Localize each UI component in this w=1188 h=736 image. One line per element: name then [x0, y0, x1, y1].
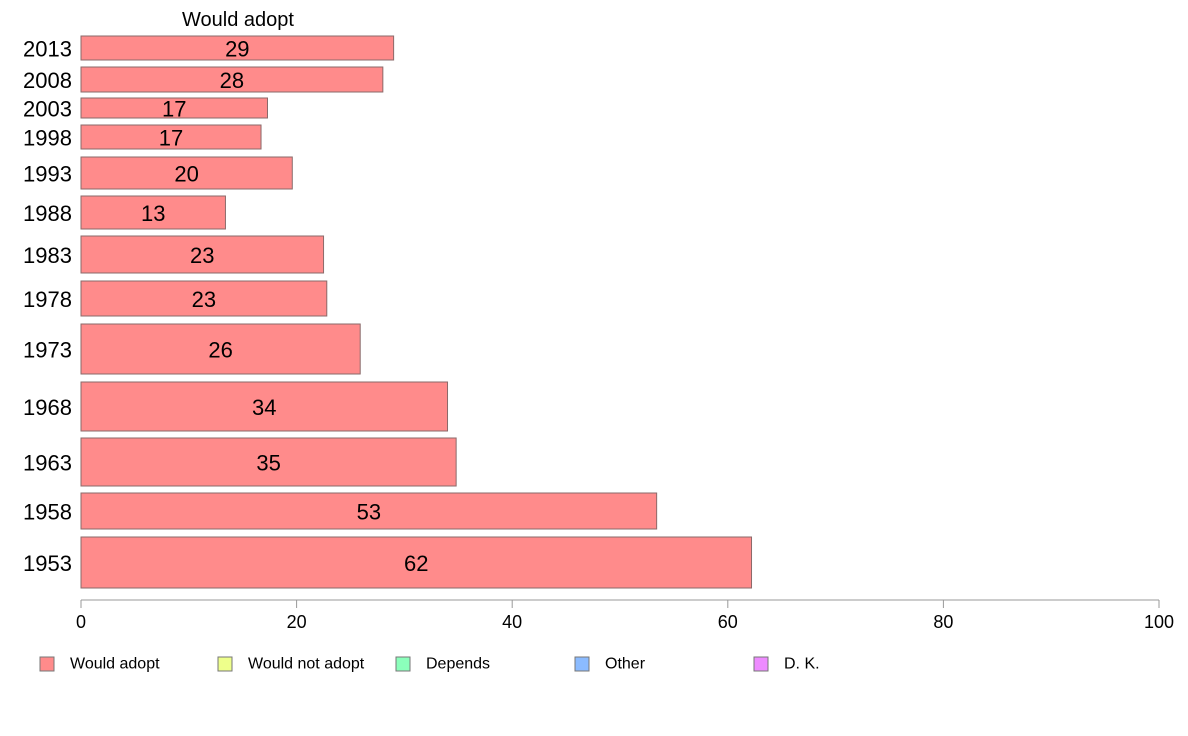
bar-value-label-1968: 34 — [252, 395, 276, 420]
bar-value-label-1993: 20 — [174, 162, 198, 187]
x-tick-label-60: 60 — [718, 612, 738, 632]
bar-value-label-2003: 17 — [162, 97, 186, 122]
x-tick-label-40: 40 — [502, 612, 522, 632]
category-label-1988: 1988 — [23, 201, 72, 226]
category-label-1993: 1993 — [23, 162, 72, 187]
bar-value-label-1978: 23 — [192, 287, 216, 312]
bar-1993 — [80, 156, 293, 190]
panel-title: Would adopt — [182, 9, 294, 31]
bar-value-label-1958: 53 — [357, 500, 381, 525]
bar-value-label-1953: 62 — [404, 551, 428, 576]
category-label-1953: 1953 — [23, 551, 72, 576]
category-label-2013: 2013 — [23, 37, 72, 62]
category-label-1973: 1973 — [23, 338, 72, 363]
x-tick-label-0: 0 — [76, 612, 86, 632]
bar-1958 — [80, 492, 658, 530]
bar-1953 — [80, 536, 753, 589]
bar-value-label-2013: 29 — [225, 37, 249, 62]
category-label-1963: 1963 — [23, 451, 72, 476]
bar-value-label-2008: 28 — [220, 68, 244, 93]
bar-2013 — [80, 35, 395, 61]
legend-swatch-0 — [39, 656, 55, 672]
bar-1968 — [80, 381, 449, 432]
legend-swatch-3 — [574, 656, 590, 672]
x-tick-label-20: 20 — [287, 612, 307, 632]
bar-1998 — [80, 124, 262, 150]
category-label-1998: 1998 — [23, 126, 72, 151]
bar-value-label-1973: 26 — [208, 338, 232, 363]
bar-1973 — [80, 323, 361, 375]
bar-value-label-1988: 13 — [141, 201, 165, 226]
category-label-1968: 1968 — [23, 395, 72, 420]
legend-swatch-1 — [217, 656, 233, 672]
bar-1983 — [80, 235, 325, 274]
category-label-2003: 2003 — [23, 97, 72, 122]
bar-value-label-1963: 35 — [256, 451, 280, 476]
bar-2008 — [80, 66, 384, 93]
legend-label-3: Other — [605, 656, 646, 673]
legend-swatch-2 — [395, 656, 411, 672]
category-label-1958: 1958 — [23, 500, 72, 525]
legend-label-1: Would not adopt — [248, 656, 365, 673]
bar-value-label-1983: 23 — [190, 243, 214, 268]
category-label-1983: 1983 — [23, 243, 72, 268]
category-label-1978: 1978 — [23, 287, 72, 312]
bar-1978 — [80, 280, 328, 317]
bar-value-label-1998: 17 — [159, 126, 183, 151]
legend-label-0: Would adopt — [70, 656, 160, 673]
bars-group: 29 2013 28 2008 17 2003 17 1998 20 1993 13 1988 23 19… — [23, 35, 753, 589]
bar-1988 — [80, 195, 226, 230]
legend-label-4: D. K. — [784, 656, 820, 673]
x-tick-label-80: 80 — [933, 612, 953, 632]
category-label-2008: 2008 — [23, 68, 72, 93]
bar-1963 — [80, 437, 457, 487]
x-tick-label-100: 100 — [1144, 612, 1174, 632]
x-axis: 0 20 40 60 80 100 — [76, 599, 1174, 632]
legend-swatch-4 — [753, 656, 769, 672]
bar-2003 — [80, 97, 268, 119]
legend-label-2: Depends — [426, 656, 490, 673]
legend: Would adopt Would not adopt Depends Other D.… — [39, 656, 820, 673]
